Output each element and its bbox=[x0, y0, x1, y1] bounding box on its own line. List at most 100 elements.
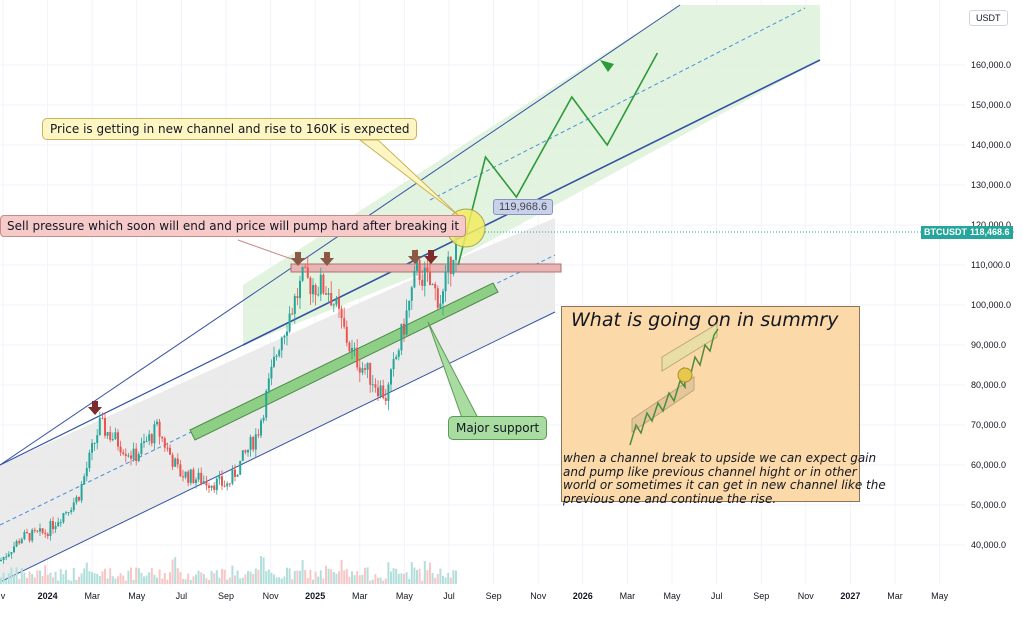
candle-body bbox=[241, 450, 244, 461]
volume-bar bbox=[436, 573, 439, 584]
candle-body bbox=[416, 260, 418, 271]
volume-bar bbox=[241, 577, 244, 584]
volume-bar bbox=[36, 570, 39, 584]
volume-bar bbox=[447, 572, 450, 584]
candle-body bbox=[369, 362, 372, 385]
volume-bar bbox=[291, 579, 294, 584]
volume-bar bbox=[377, 577, 379, 584]
candle-body bbox=[208, 485, 210, 488]
x-tick-label: Mar bbox=[352, 591, 368, 601]
x-tick-label: May bbox=[128, 591, 146, 601]
candle-body bbox=[137, 454, 140, 462]
volume-bar bbox=[452, 570, 455, 584]
candle-body bbox=[345, 326, 348, 343]
candle-body bbox=[257, 434, 260, 436]
candle-body bbox=[447, 256, 450, 272]
candle-body bbox=[215, 478, 218, 490]
candle-body bbox=[371, 384, 374, 386]
candle-body bbox=[288, 313, 291, 332]
candle-body bbox=[109, 432, 112, 440]
candle-body bbox=[124, 453, 127, 456]
volume-bar bbox=[449, 577, 452, 584]
candle-body bbox=[400, 323, 403, 351]
volume-bar bbox=[23, 572, 26, 584]
volume-bar bbox=[400, 573, 403, 584]
volume-bar bbox=[267, 569, 270, 584]
volume-bar bbox=[96, 573, 99, 584]
x-tick-label: Sep bbox=[753, 591, 769, 601]
candle-body bbox=[182, 476, 184, 478]
candle-body bbox=[75, 496, 78, 503]
sell-arrow-icon bbox=[88, 401, 102, 415]
volume-bar bbox=[15, 567, 18, 584]
candle-body bbox=[114, 432, 117, 440]
volume-bar bbox=[88, 571, 91, 584]
volume-bar bbox=[361, 574, 364, 584]
candle-body bbox=[10, 552, 13, 555]
candle-body bbox=[213, 485, 216, 490]
volume-bar bbox=[46, 574, 49, 584]
candle-body bbox=[353, 347, 356, 349]
volume-bar bbox=[31, 574, 34, 584]
y-tick-label: 120,000.0 bbox=[971, 220, 1011, 230]
volume-bar bbox=[57, 580, 60, 584]
x-tick-label: Jul bbox=[711, 591, 723, 601]
volume-bar bbox=[44, 565, 47, 584]
candle-body bbox=[330, 293, 333, 306]
volume-bar bbox=[325, 565, 327, 584]
volume-bar bbox=[140, 572, 143, 584]
summary-title: What is going on in summry bbox=[571, 309, 839, 331]
volume-bar bbox=[132, 579, 135, 584]
volume-bar bbox=[0, 577, 2, 584]
volume-bar bbox=[197, 570, 200, 584]
candle-body bbox=[122, 452, 125, 454]
candle-body bbox=[252, 436, 255, 450]
volume-bar bbox=[228, 577, 231, 584]
volume-bar bbox=[317, 576, 320, 584]
candle-body bbox=[280, 337, 283, 351]
candle-body bbox=[148, 434, 151, 441]
volume-bar bbox=[257, 569, 260, 584]
volume-bar bbox=[273, 574, 275, 584]
candle-body bbox=[83, 476, 86, 485]
candle-body bbox=[39, 528, 41, 532]
candle-body bbox=[140, 443, 143, 455]
volume-bar bbox=[200, 572, 203, 584]
candle-body bbox=[273, 356, 275, 367]
old-channel-lower-line bbox=[0, 311, 556, 583]
new-channel-area bbox=[243, 5, 820, 345]
candle-body bbox=[202, 481, 205, 484]
candle-body bbox=[189, 469, 192, 483]
x-tick-label: May bbox=[396, 591, 414, 601]
candle-body bbox=[429, 271, 431, 286]
y-tick-label: 110,000.0 bbox=[971, 260, 1010, 270]
x-tick-label: Mar bbox=[887, 591, 903, 601]
volume-bar bbox=[75, 579, 78, 584]
candle-body bbox=[231, 469, 234, 484]
volume-bar bbox=[374, 574, 377, 584]
candle-body bbox=[343, 317, 346, 327]
x-tick-label: Sep bbox=[486, 591, 502, 601]
candle-body bbox=[403, 323, 405, 335]
volume-bar bbox=[93, 573, 96, 584]
volume-bar bbox=[439, 568, 442, 584]
volume-bar bbox=[176, 568, 179, 584]
y-tick-label: 50,000.0 bbox=[971, 500, 1006, 510]
volume-bar bbox=[145, 575, 148, 584]
last-price-badge: 118,468.6 bbox=[967, 226, 1013, 239]
volume-bar bbox=[208, 580, 210, 584]
candle-body bbox=[306, 267, 309, 278]
volume-bar bbox=[387, 562, 390, 584]
volume-bar bbox=[28, 571, 31, 584]
candle-body bbox=[195, 479, 197, 483]
volume-bar bbox=[405, 572, 408, 584]
volume-bar bbox=[182, 578, 184, 584]
price-target-badge: 119,968.6 bbox=[493, 199, 554, 215]
volume-bar bbox=[397, 573, 400, 584]
summary-new-channel bbox=[661, 323, 718, 372]
new-channel-mid-dashed bbox=[429, 7, 806, 201]
volume-bar bbox=[236, 570, 239, 584]
volume-bar bbox=[205, 578, 208, 584]
candle-body bbox=[228, 483, 231, 485]
sell-arrow-icon bbox=[424, 250, 438, 264]
